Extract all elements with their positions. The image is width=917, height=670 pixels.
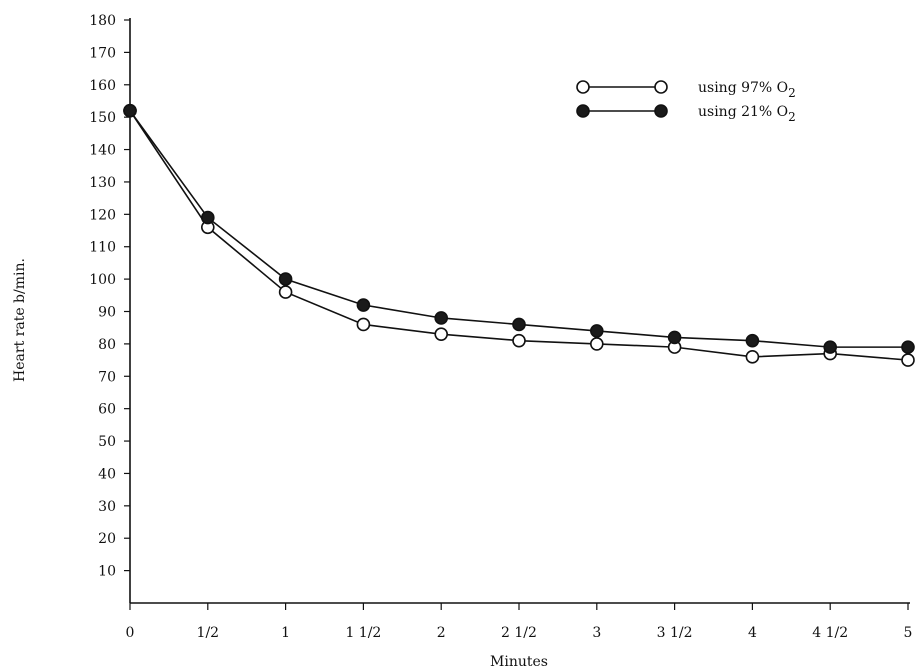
filled-point [745, 333, 760, 348]
y-tick-label: 60 [98, 402, 116, 418]
y-tick-label: 100 [89, 272, 116, 288]
x-axis: 0 1/2 1 1 1/2 2 2 1/2 3 3 1/2 4 4 1/2 5 [126, 602, 913, 641]
legend-filled-marker [654, 104, 668, 118]
filled-point [356, 298, 371, 312]
x-tick-label: 3 1/2 [657, 625, 693, 641]
open-point [278, 285, 293, 299]
filled-point [823, 340, 838, 354]
x-tick-label: 1 [281, 625, 290, 641]
x-tick-label: 0 [126, 625, 135, 641]
series-line [129, 110, 908, 348]
open-point [434, 327, 449, 341]
x-tick-label: 2 [437, 625, 446, 641]
filled-point [434, 311, 449, 325]
series-layer [123, 103, 915, 367]
legend-label: using 21% O2 [698, 104, 796, 124]
y-tick-label: 30 [98, 499, 116, 515]
open-point [512, 333, 526, 348]
filled-point [667, 330, 682, 345]
filled-point [123, 103, 137, 118]
filled-point [589, 324, 604, 338]
filled-point [278, 272, 293, 286]
legend-item: using 97% O2 [576, 80, 796, 100]
y-tick-label: 90 [98, 305, 116, 321]
legend: using 97% O2 using 21% O2 [576, 80, 796, 124]
x-tick-label: 2 1/2 [501, 625, 537, 641]
y-tick-label: 180 [89, 13, 116, 29]
filled-point [901, 340, 915, 354]
y-tick-label: 70 [98, 369, 116, 385]
y-tick-label: 20 [98, 531, 116, 547]
series-2 [123, 103, 915, 354]
y-tick-label: 110 [89, 240, 116, 256]
legend-item: using 21% O2 [576, 104, 796, 124]
legend-label: using 97% O2 [698, 80, 796, 100]
x-tick-label: 3 [592, 625, 601, 641]
y-tick-label: 10 [98, 564, 116, 580]
legend-open-marker [654, 80, 668, 94]
x-tick-label: 4 [748, 625, 757, 641]
y-tick-label: 40 [98, 466, 116, 482]
series-1 [123, 103, 915, 367]
legend-open-marker [576, 80, 590, 94]
open-point [901, 353, 915, 367]
x-axis-title: Minutes [490, 654, 548, 670]
y-tick-label: 140 [89, 143, 116, 159]
y-tick-label: 130 [89, 175, 116, 191]
x-tick-label: 5 [904, 625, 913, 641]
open-point [589, 337, 604, 351]
open-point [745, 350, 760, 364]
y-tick-label: 50 [98, 434, 116, 450]
x-tick-label: 4 1/2 [812, 625, 848, 641]
x-tick-label: 1 1/2 [345, 625, 381, 641]
y-tick-label: 170 [89, 45, 116, 61]
x-tick-label: 1/2 [197, 625, 220, 641]
y-tick-label: 120 [89, 207, 116, 223]
y-axis-title: Heart rate b/min. [12, 258, 28, 382]
legend-filled-marker [576, 104, 590, 118]
filled-point [201, 210, 215, 225]
y-axis: 10 20 30 40 50 60 70 80 90 100 110 120 130 140 150 160 1… [89, 13, 131, 603]
open-point [356, 317, 371, 332]
filled-point [512, 317, 526, 332]
y-tick-label: 160 [89, 78, 116, 94]
y-tick-label: 150 [89, 110, 116, 126]
y-tick-label: 80 [98, 337, 116, 353]
